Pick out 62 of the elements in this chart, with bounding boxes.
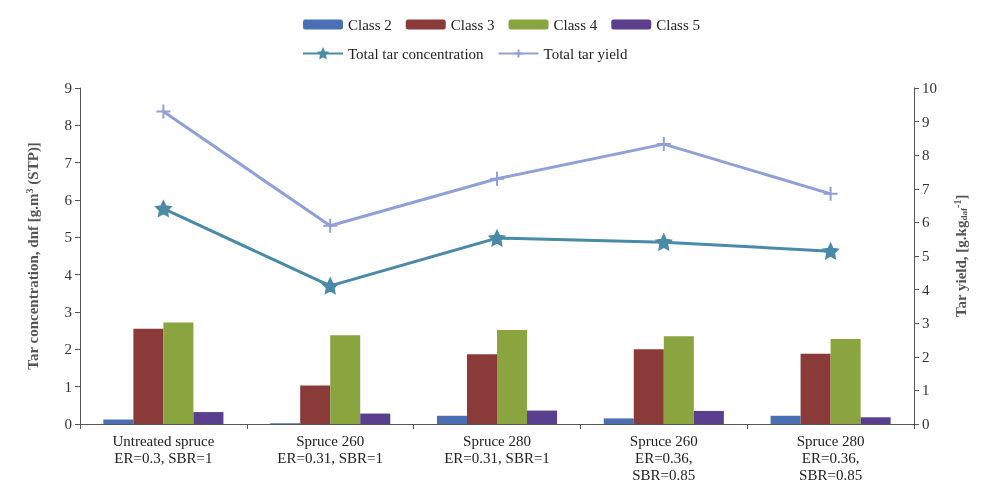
y2-tick-label: 6: [922, 214, 930, 231]
bar: [300, 385, 331, 424]
legend-label: Class 2: [347, 16, 392, 33]
y-tick-label: 6: [64, 192, 73, 208]
y-tick-label: 7: [64, 154, 73, 171]
y-tick-label: 5: [64, 229, 72, 246]
y2-tick-label: 1: [922, 382, 930, 399]
legend-label: Total tar concentration: [347, 45, 485, 62]
bar: [163, 322, 194, 424]
y-tick-label: 9: [64, 80, 72, 96]
x-tick-label: Spruce 260 ER=0.31, SBR=1: [277, 432, 384, 466]
point: [489, 170, 505, 187]
point: [655, 136, 672, 153]
bar: [603, 418, 634, 424]
x-tick-label: Untreated spruce ER=0.3, SBR=1: [112, 432, 215, 466]
y-tick-label: 3: [64, 304, 72, 320]
bar: [436, 415, 467, 424]
point: [322, 217, 339, 234]
y-tick-label: 8: [64, 117, 72, 134]
point: [822, 185, 839, 202]
x-tick-label: Spruce 260 ER=0.36, SBR=0.85: [629, 432, 698, 483]
bar: [466, 354, 497, 424]
bar: [193, 412, 224, 424]
legend-label: Class 4: [553, 16, 598, 33]
bar: [663, 336, 694, 424]
bar: [770, 415, 801, 424]
x-tick-label: Spruce 280 ER=0.36, SBR=0.85: [796, 432, 865, 483]
bar: [497, 329, 528, 424]
legend-label: Class 3: [450, 16, 495, 33]
y-tick-label: 4: [64, 266, 73, 283]
y-tick-label: 1: [64, 378, 72, 395]
y2-tick-label: 4: [922, 281, 930, 298]
y-tick-label: 2: [64, 341, 72, 358]
point: [155, 103, 172, 120]
y2-axis-title: Tar yield, [g.kgdaf-1]: [951, 194, 969, 318]
point: [489, 230, 505, 247]
bar: [133, 328, 164, 424]
point: [155, 200, 172, 217]
bar: [330, 335, 361, 424]
y2-tick-label: 2: [922, 348, 930, 365]
y2-tick-label: 8: [922, 147, 930, 164]
legend-label: Total tar yield: [543, 45, 628, 62]
y2-tick-label: 9: [922, 113, 930, 130]
y-tick-label: 0: [64, 416, 72, 432]
bar: [360, 413, 391, 424]
y2-tick-label: 10: [922, 80, 937, 96]
y-axis-title: Tar concentration, dnf [g.m3 (STP)]: [23, 142, 42, 370]
bar: [693, 410, 724, 424]
bar: [527, 410, 558, 424]
bar: [800, 353, 831, 424]
legend-label: Class 5: [656, 16, 701, 33]
point: [822, 243, 839, 260]
bar: [633, 349, 664, 424]
y2-tick-label: 0: [922, 416, 930, 432]
x-tick-label: Spruce 280 ER=0.31, SBR=1: [444, 432, 550, 466]
y2-tick-label: 7: [922, 180, 930, 197]
bar: [860, 417, 891, 424]
bar: [830, 338, 861, 424]
y2-tick-label: 5: [922, 248, 930, 264]
point: [322, 277, 339, 294]
y2-tick-label: 3: [922, 315, 930, 332]
point: [655, 234, 672, 251]
